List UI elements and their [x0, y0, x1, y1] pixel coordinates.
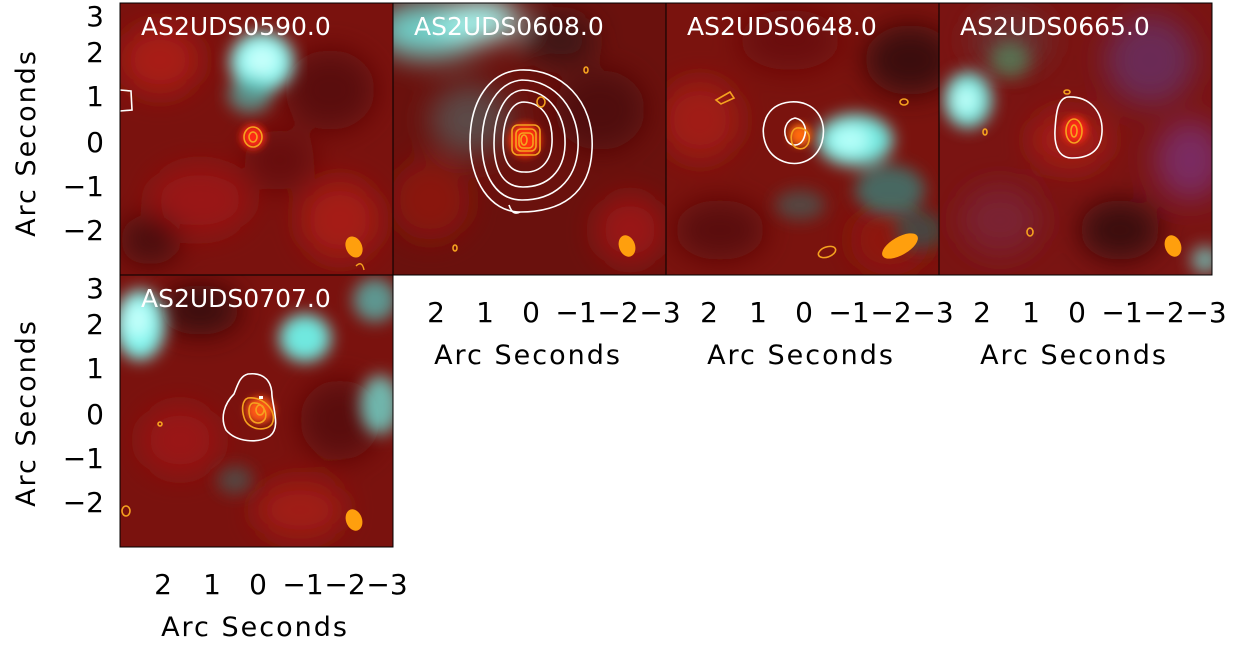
x-tick-label: −3 [366, 568, 407, 601]
y-tick-label: 1 [86, 352, 104, 385]
y-tick-label: 0 [86, 126, 104, 159]
y-tick-label: −1 [63, 442, 104, 475]
submm-contours [222, 372, 277, 442]
panel-image [120, 275, 393, 547]
x-tick-label: 1 [476, 296, 494, 329]
alma-contour [243, 126, 263, 148]
x-tick-label: 2 [700, 296, 718, 329]
beam-ellipse [882, 233, 918, 259]
x-axis-panel-3: 2 1 0 −1 −2 −3 Arc Seconds [700, 296, 954, 371]
panel-as2uds0707: AS2UDS0707.0 [119, 274, 394, 548]
panel-image [393, 3, 666, 275]
y-axis-row-1: 3 2 1 0 −1 −2 Arc Seconds [11, 0, 104, 247]
panel-image [666, 3, 939, 275]
alma-contour [982, 89, 1083, 237]
beam-ellipse [618, 235, 636, 257]
y-tick-label: 1 [86, 80, 104, 113]
x-axis-label: Arc Seconds [434, 340, 622, 371]
x-tick-label: −2 [870, 296, 911, 329]
y-tick-label: 0 [86, 398, 104, 431]
alma-contour [714, 90, 909, 259]
panel-image [939, 3, 1212, 275]
y-tick-label: 3 [86, 272, 104, 305]
panel-id: AS2UDS0648.0 [687, 12, 877, 41]
x-tick-label: −2 [597, 296, 638, 329]
y-tick-label: −2 [63, 486, 104, 519]
edge-contour [120, 89, 133, 112]
panel-as2uds0608: AS2UDS0608.0 [392, 2, 667, 276]
x-tick-label: −2 [324, 568, 365, 601]
panel-image [120, 3, 393, 275]
panel-id: AS2UDS0665.0 [960, 12, 1150, 41]
y-axis-label: Arc Seconds [11, 319, 42, 507]
x-tick-label: 2 [973, 296, 991, 329]
y-axis-label: Arc Seconds [11, 49, 42, 237]
x-tick-label: −1 [282, 568, 323, 601]
y-tick-label: 2 [86, 308, 104, 341]
submm-contours [469, 69, 593, 214]
y-tick-label: 2 [86, 36, 104, 69]
panel-as2uds0648: AS2UDS0648.0 [665, 2, 940, 276]
panel-id: AS2UDS0590.0 [141, 12, 331, 41]
y-tick-label: 3 [86, 0, 104, 33]
x-axis-panel-5: 2 1 0 −1 −2 −3 Arc Seconds [154, 568, 408, 643]
x-tick-label: −1 [555, 296, 596, 329]
beam-ellipse [345, 509, 363, 531]
y-tick-label: −1 [63, 170, 104, 203]
x-axis-label: Arc Seconds [980, 340, 1168, 371]
x-tick-label: −1 [828, 296, 869, 329]
x-tick-label: 2 [427, 296, 445, 329]
y-axis-row-2: 3 2 1 0 −1 −2 Arc Seconds [11, 272, 104, 519]
alma-contour [121, 397, 275, 517]
x-tick-label: 0 [522, 296, 540, 329]
x-tick-label: −1 [1101, 296, 1142, 329]
submm-contours [762, 101, 825, 165]
x-tick-label: −3 [912, 296, 953, 329]
x-tick-label: −3 [639, 296, 680, 329]
x-tick-label: 1 [1022, 296, 1040, 329]
x-axis-label: Arc Seconds [161, 612, 349, 643]
x-tick-label: −3 [1185, 296, 1226, 329]
panel-as2uds0665: AS2UDS0665.0 [938, 2, 1213, 276]
panel-id: AS2UDS0608.0 [414, 12, 604, 41]
x-tick-label: 2 [154, 568, 172, 601]
x-tick-label: −2 [1143, 296, 1184, 329]
x-tick-label: 1 [749, 296, 767, 329]
x-tick-label: 1 [203, 568, 221, 601]
y-tick-label: −2 [63, 214, 104, 247]
x-tick-label: 0 [795, 296, 813, 329]
alma-contour [452, 66, 589, 252]
panel-as2uds0590: AS2UDS0590.0 [119, 2, 394, 276]
panel-id: AS2UDS0707.0 [141, 284, 331, 313]
x-tick-label: 0 [249, 568, 267, 601]
submm-contours [1054, 96, 1103, 159]
beam-ellipse [345, 236, 363, 258]
x-axis-panel-4: 2 1 0 −1 −2 −3 Arc Seconds [973, 296, 1227, 371]
x-axis-panel-2: 2 1 0 −1 −2 −3 Arc Seconds [427, 296, 681, 371]
x-tick-label: 0 [1068, 296, 1086, 329]
x-axis-label: Arc Seconds [707, 340, 895, 371]
beam-ellipse [1164, 235, 1182, 257]
